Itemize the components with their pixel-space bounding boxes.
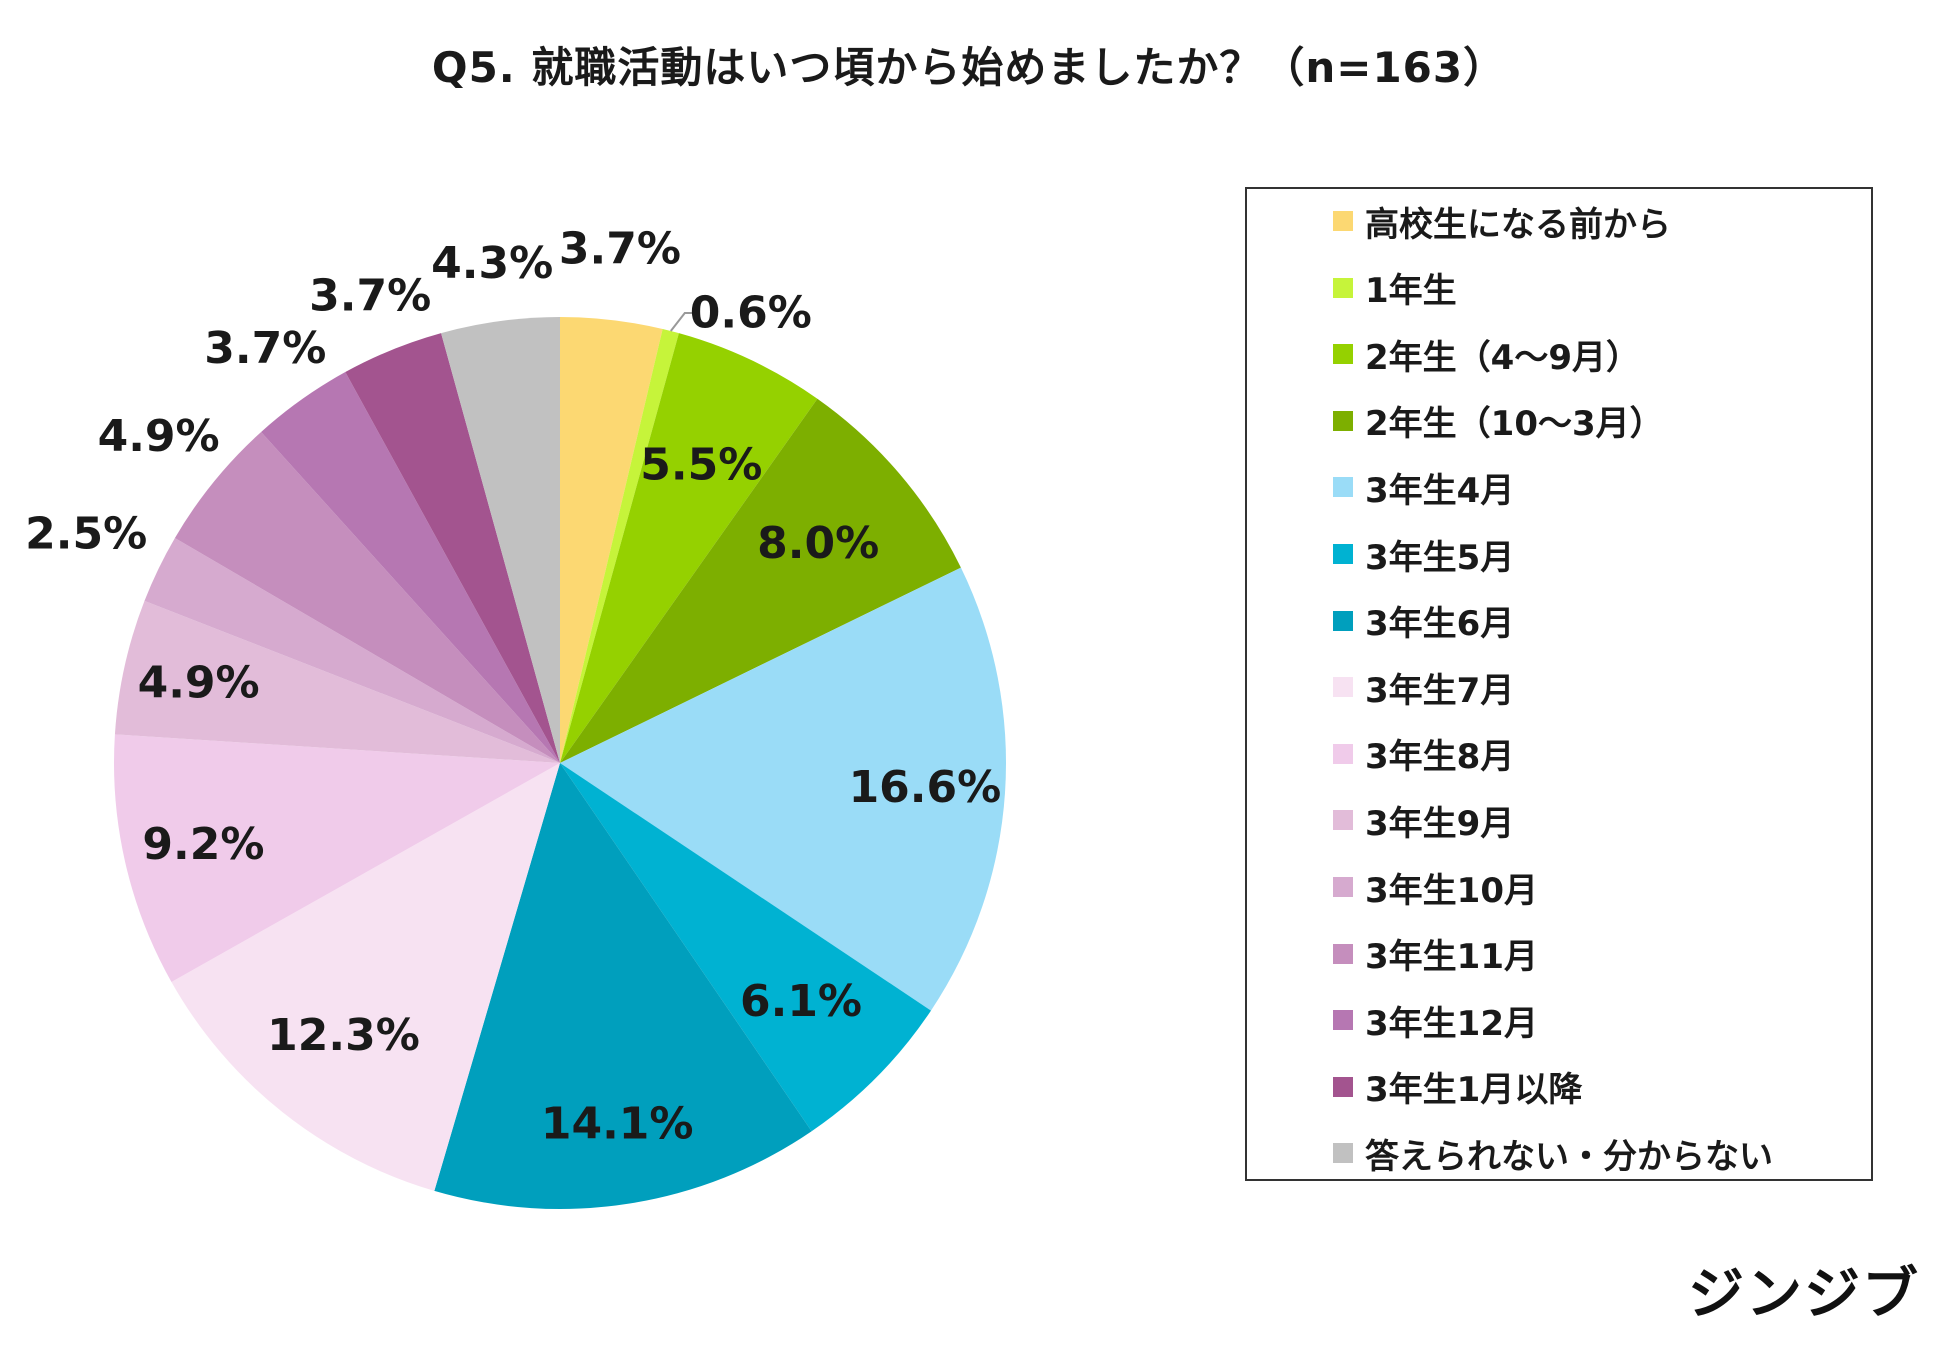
legend-item: 答えられない・分からない [1333, 1131, 1773, 1177]
legend-label: 3年生4月 [1365, 470, 1515, 511]
legend-label: 3年生11月 [1365, 937, 1538, 978]
legend-item: 1年生 [1333, 266, 1457, 312]
legend-swatch [1333, 344, 1353, 365]
data-label-8: 12.3% [267, 1010, 420, 1061]
data-label-10: 4.9% [138, 657, 260, 708]
legend-label: 答えられない・分からない [1365, 1136, 1773, 1177]
legend-swatch [1333, 877, 1353, 897]
data-label-4: 8.0% [757, 518, 879, 569]
data-label-7: 14.1% [541, 1099, 694, 1150]
legend-item: 3年生9月 [1333, 798, 1515, 844]
legend-label: 3年生12月 [1365, 1003, 1538, 1044]
pie-slice-5 [560, 567, 1007, 1011]
legend-label: 3年生7月 [1365, 670, 1515, 711]
legend-label: 高校生になる前から [1365, 204, 1671, 245]
data-label-9: 9.2% [142, 819, 264, 870]
chart-title: Q5. 就職活動はいつ頃から始めましたか？（n=163） [431, 43, 1507, 92]
pie-data-labels: 3.7%0.6%5.5%8.0%16.6%6.1%14.1%12.3%9.2%4… [25, 224, 1001, 1150]
data-label-2: 0.6% [690, 288, 812, 339]
data-label-15: 4.3% [431, 238, 553, 289]
legend-item: 3年生5月 [1333, 532, 1515, 578]
legend-swatch [1333, 943, 1353, 964]
pie-slice-9 [113, 734, 561, 982]
legend-swatch [1333, 610, 1353, 631]
pie-slice-2 [560, 328, 679, 763]
legend-item: 3年生8月 [1333, 732, 1515, 778]
legend-label: 3年生5月 [1365, 537, 1515, 578]
legend-swatch [1333, 1076, 1353, 1097]
pie-slice-11 [144, 537, 561, 763]
legend-swatch [1333, 410, 1353, 431]
legend-label: 2年生（10〜3月） [1365, 404, 1664, 445]
legend-swatch [1333, 1143, 1353, 1164]
legend-swatch [1333, 211, 1353, 231]
legend-label: 2年生（4〜9月） [1365, 337, 1640, 378]
legend-swatch [1333, 810, 1353, 831]
legend-item: 3年生1月以降 [1333, 1065, 1583, 1111]
legend-swatch [1333, 1010, 1353, 1031]
legend-item: 3年生7月 [1333, 665, 1515, 711]
leader-line [670, 312, 695, 332]
legend-label: 1年生 [1365, 271, 1457, 312]
legend-item: 3年生6月 [1333, 599, 1515, 645]
pie-slice-12 [174, 431, 561, 763]
data-label-5: 16.6% [849, 762, 1002, 813]
legend-label: 3年生10月 [1365, 870, 1538, 911]
data-label-11: 2.5% [25, 508, 147, 559]
legend-item: 高校生になる前から [1333, 199, 1671, 245]
legend-swatch [1333, 677, 1353, 698]
legend-swatch [1333, 277, 1353, 298]
pie-slice-6 [560, 763, 931, 1132]
legend-item: 2年生（10〜3月） [1333, 399, 1664, 445]
brand-logo: ジンジブ [1688, 1262, 1920, 1327]
pie-slice-7 [434, 763, 812, 1209]
data-label-14: 3.7% [309, 271, 431, 322]
data-label-1: 3.7% [559, 224, 681, 275]
legend-label: 3年生6月 [1365, 604, 1515, 645]
legend-item: 3年生10月 [1333, 865, 1538, 911]
legend: 高校生になる前から 1年生 2年生（4〜9月） 2年生（10〜3月） 3年生4月 3年生5… [1245, 187, 1873, 1181]
legend-swatch [1333, 743, 1353, 764]
pie-slice-1 [560, 317, 663, 763]
pie-slice-14 [345, 333, 560, 763]
pie-slice-8 [171, 763, 560, 1191]
legend-item: 3年生11月 [1333, 932, 1538, 978]
legend-label: 3年生8月 [1365, 737, 1515, 778]
legend-label: 3年生1月以降 [1365, 1070, 1583, 1111]
legend-swatch [1333, 544, 1353, 564]
data-label-12: 4.9% [98, 411, 220, 462]
pie-slice-10 [114, 600, 561, 763]
pie-slice-15 [441, 317, 560, 763]
data-label-6: 6.1% [740, 976, 862, 1027]
data-label-3: 5.5% [640, 439, 762, 490]
pie-slice-4 [560, 398, 961, 763]
pie-slice-13 [261, 372, 560, 763]
data-label-13: 3.7% [204, 323, 326, 374]
legend-item: 3年生12月 [1333, 998, 1538, 1044]
legend-swatch [1333, 477, 1353, 498]
pie-slices [113, 317, 1007, 1209]
legend-item: 2年生（4〜9月） [1333, 332, 1640, 378]
pie-slice-3 [560, 333, 818, 763]
legend-label: 3年生9月 [1365, 803, 1515, 844]
legend-item: 3年生4月 [1333, 465, 1515, 511]
